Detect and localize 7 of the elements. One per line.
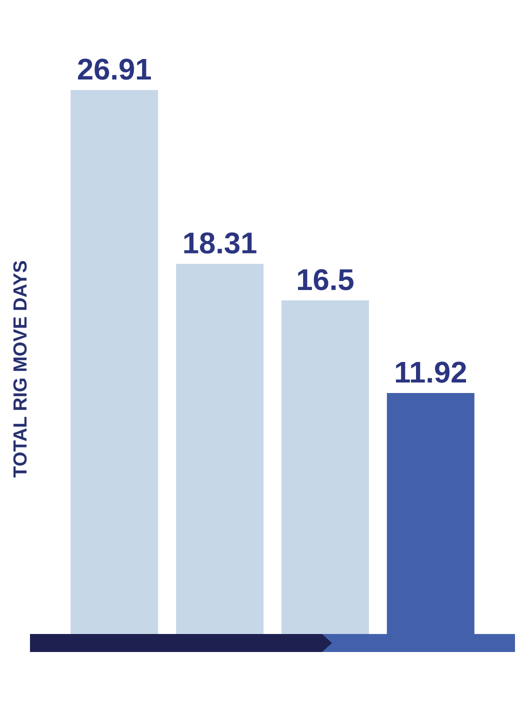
y-axis-title: TOTAL RIG MOVE DAYS <box>13 261 27 478</box>
bar <box>70 90 158 634</box>
data-label: 16.5 <box>298 269 354 290</box>
bar <box>176 264 264 634</box>
data-label: 26.91 <box>78 58 151 80</box>
data-label: 11.92 <box>396 362 466 383</box>
data-label: 18.31 <box>184 232 256 254</box>
